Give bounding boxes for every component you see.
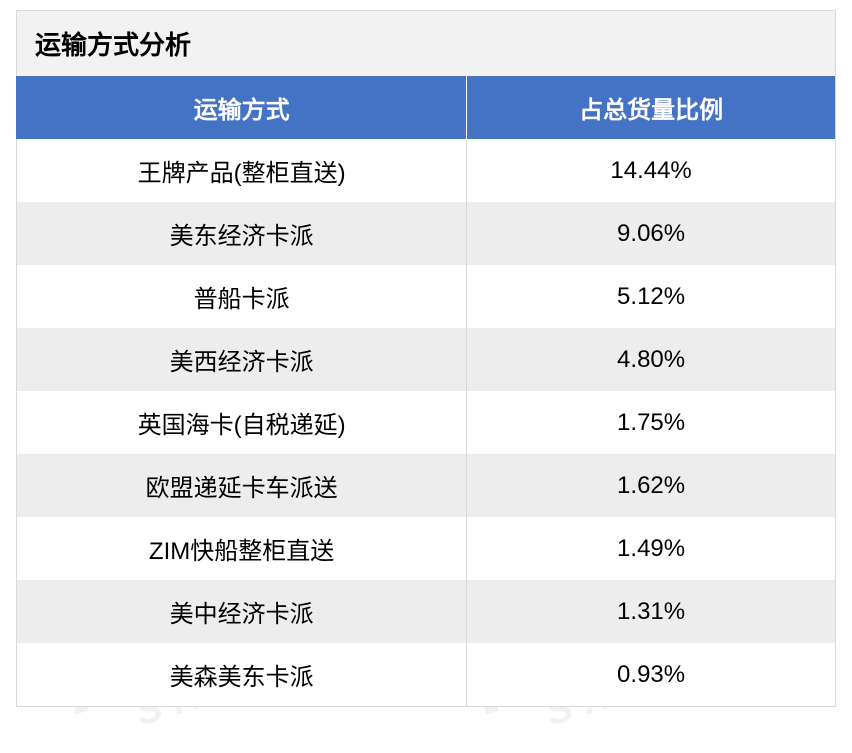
table-row: 英国海卡(自税递延)1.75%: [17, 391, 836, 454]
cell-method: 美中经济卡派: [17, 580, 467, 643]
cell-method: 美森美东卡派: [17, 643, 467, 706]
table-row: ZIM快船整柜直送1.49%: [17, 517, 836, 580]
cell-ratio: 14.44%: [467, 139, 835, 202]
cell-method: 普船卡派: [17, 265, 467, 328]
analysis-card: 运输方式分析 运输方式 占总货量比例 王牌产品(整柜直送)14.44%美东经济卡…: [16, 10, 836, 707]
cell-method: 王牌产品(整柜直送): [17, 139, 467, 202]
table-row: 美森美东卡派0.93%: [17, 643, 836, 706]
table-row: 欧盟递延卡车派送1.62%: [17, 454, 836, 517]
cell-method: 美东经济卡派: [17, 202, 467, 265]
card-title: 运输方式分析: [16, 10, 835, 76]
cell-ratio: 1.31%: [467, 580, 835, 643]
cell-method: 英国海卡(自税递延): [17, 391, 467, 454]
cell-ratio: 4.80%: [467, 328, 835, 391]
shipping-method-table: 运输方式 占总货量比例 王牌产品(整柜直送)14.44%美东经济卡派9.06%普…: [16, 76, 835, 706]
table-row: 美西经济卡派4.80%: [17, 328, 836, 391]
cell-ratio: 9.06%: [467, 202, 835, 265]
cell-ratio: 0.93%: [467, 643, 835, 706]
cell-method: 美西经济卡派: [17, 328, 467, 391]
table-row: 普船卡派5.12%: [17, 265, 836, 328]
col-header-method: 运输方式: [17, 76, 467, 139]
col-header-ratio: 占总货量比例: [467, 76, 835, 139]
table-row: 美东经济卡派9.06%: [17, 202, 836, 265]
cell-ratio: 1.62%: [467, 454, 835, 517]
cell-ratio: 5.12%: [467, 265, 835, 328]
table-header-row: 运输方式 占总货量比例: [17, 76, 836, 139]
table-row: 美中经济卡派1.31%: [17, 580, 836, 643]
cell-method: ZIM快船整柜直送: [17, 517, 467, 580]
cell-ratio: 1.49%: [467, 517, 835, 580]
cell-method: 欧盟递延卡车派送: [17, 454, 467, 517]
table-row: 王牌产品(整柜直送)14.44%: [17, 139, 836, 202]
cell-ratio: 1.75%: [467, 391, 835, 454]
